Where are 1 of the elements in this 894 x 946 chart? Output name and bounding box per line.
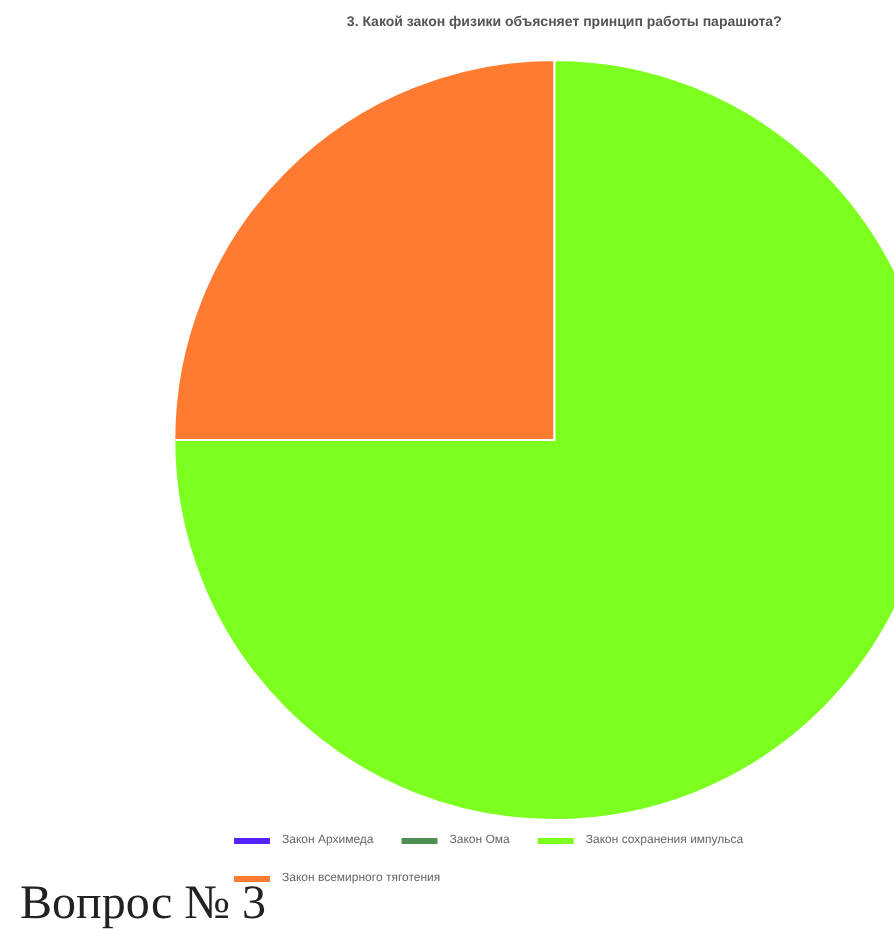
text: Вопрос № 3 <box>20 878 266 930</box>
